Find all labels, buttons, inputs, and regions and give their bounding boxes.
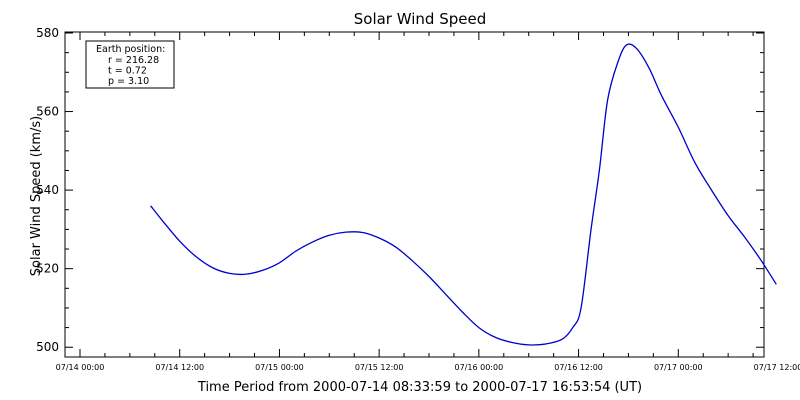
x-tick-label: 07/14 12:00 (155, 363, 204, 372)
x-tick-label: 07/15 12:00 (355, 363, 404, 372)
y-tick-label: 540 (36, 183, 59, 197)
chart-title: Solar Wind Speed (354, 10, 486, 28)
x-tick-label: 07/17 12:00 (754, 363, 800, 372)
x-axis-ticks: 07/14 00:00 07/14 12:00 07/15 00:00 07/15 1… (56, 32, 800, 372)
earth-position-frame (85, 40, 175, 89)
earth-position-r: r = 216.28 (108, 55, 159, 66)
y-tick-label: 520 (36, 262, 59, 276)
y-tick-label: 580 (36, 26, 59, 40)
solar-wind-speed-line (150, 43, 777, 346)
x-axis-label: Time Period from 2000-07-14 08:33:59 to … (197, 380, 642, 395)
earth-position-t: t = 0.72 (108, 66, 147, 77)
x-tick-label: 07/17 00:00 (654, 363, 703, 372)
y-axis-label: Solar Wind Speed (km/s) (29, 116, 44, 276)
y-tick-label: 500 (36, 340, 59, 354)
earth-position-title: Earth position: (96, 44, 165, 55)
x-tick-label: 07/15 00:00 (255, 363, 304, 372)
x-tick-label: 07/16 00:00 (455, 363, 504, 372)
earth-position-box: Earth position: r = 216.28 t = 0.72 p = … (85, 40, 175, 89)
y-axis-ticks: 500 520 540 560 580 (36, 26, 764, 354)
x-tick-label: 07/16 12:00 (554, 363, 603, 372)
plot-frame (64, 31, 765, 358)
x-tick-label: 07/14 00:00 (56, 363, 105, 372)
y-tick-label: 560 (36, 105, 59, 119)
series-layer (150, 43, 777, 346)
earth-position-p: p = 3.10 (108, 76, 149, 87)
